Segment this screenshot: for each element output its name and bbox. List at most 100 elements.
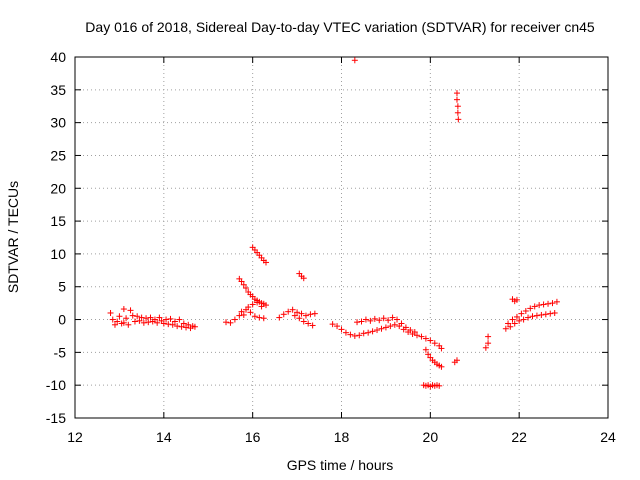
data-point [362,316,369,323]
data-point [296,315,303,322]
y-tick-label: 10 [50,246,66,262]
x-tick-label: 20 [423,429,439,445]
data-point [387,323,394,330]
data-point [120,306,127,313]
data-point [513,313,520,320]
y-tick-label: -5 [54,344,67,360]
data-point [280,311,287,318]
data-point [520,316,527,323]
y-tick-label: 35 [50,82,66,98]
data-point [454,103,461,110]
data-point [394,316,401,323]
data-point [249,301,256,308]
data-point [505,320,512,327]
x-axis-label: GPS time / hours [287,457,394,473]
data-point [549,300,556,307]
data-point [151,316,158,323]
data-point [516,317,523,324]
data-point [347,331,354,338]
data-point [285,308,292,315]
data-point [376,317,383,324]
data-point [129,312,136,319]
data-point [298,310,305,317]
data-point [553,298,560,305]
data-point [540,301,547,308]
data-point [107,309,114,316]
data-point [145,319,152,326]
data-point [176,316,183,323]
data-point [518,310,525,317]
data-point [240,311,247,318]
data-point [358,318,365,325]
data-point [351,57,358,64]
data-point [238,278,245,285]
data-point [422,335,429,342]
data-point [454,109,461,116]
data-point [223,319,230,326]
data-point [185,321,192,328]
x-tick-label: 18 [334,429,350,445]
data-point [367,317,374,324]
data-point [140,319,147,326]
x-tick-label: 24 [600,429,616,445]
data-point [385,317,392,324]
data-point [231,316,238,323]
data-point [453,90,460,97]
y-tick-label: 30 [50,115,66,131]
data-point [485,340,492,347]
data-point [527,305,534,312]
data-point [289,306,296,313]
data-point [174,323,181,330]
data-point [245,304,252,311]
data-point [418,333,425,340]
data-point [525,314,532,321]
data-point [109,316,116,323]
data-point [425,351,432,358]
data-point [453,96,460,103]
data-point [243,285,250,292]
data-point [402,324,409,331]
data-point [311,310,318,317]
data-point [171,318,178,325]
data-point [227,319,234,326]
data-point [391,321,398,328]
data-point [482,344,489,351]
data-point [247,309,254,316]
data-point [143,315,150,322]
plot-frame [74,56,609,419]
data-point [125,321,132,328]
data-point [307,311,314,318]
data-point [338,326,345,333]
data-point [369,328,376,335]
data-point [240,281,247,288]
data-point [163,316,170,323]
x-tick-label: 12 [67,429,83,445]
data-point [438,363,445,370]
grid [75,57,608,418]
data-point [529,313,536,320]
data-point [236,312,243,319]
data-point [511,320,518,327]
y-tick-label: -10 [46,377,66,393]
data-point [453,357,460,364]
data-point [302,312,309,319]
data-point [407,327,414,334]
data-point [380,315,387,322]
data-point [438,345,445,352]
data-point [136,317,143,324]
data-point [127,307,134,314]
y-tick-label: -15 [46,410,66,426]
x-tick-label: 14 [156,429,172,445]
data-point [111,321,118,328]
data-point [276,314,283,321]
y-tick-label: 25 [50,147,66,163]
data-point [123,315,130,322]
data-point [262,259,269,266]
data-point [178,323,185,330]
data-point [238,308,245,315]
tick-labels: 12 14 16 18 20 22 24 -15 -10 -5 0 5 10 15 20 25 30 35 40 [46,49,616,445]
data-point [542,311,549,318]
data-point [260,300,267,307]
data-point [354,319,361,326]
